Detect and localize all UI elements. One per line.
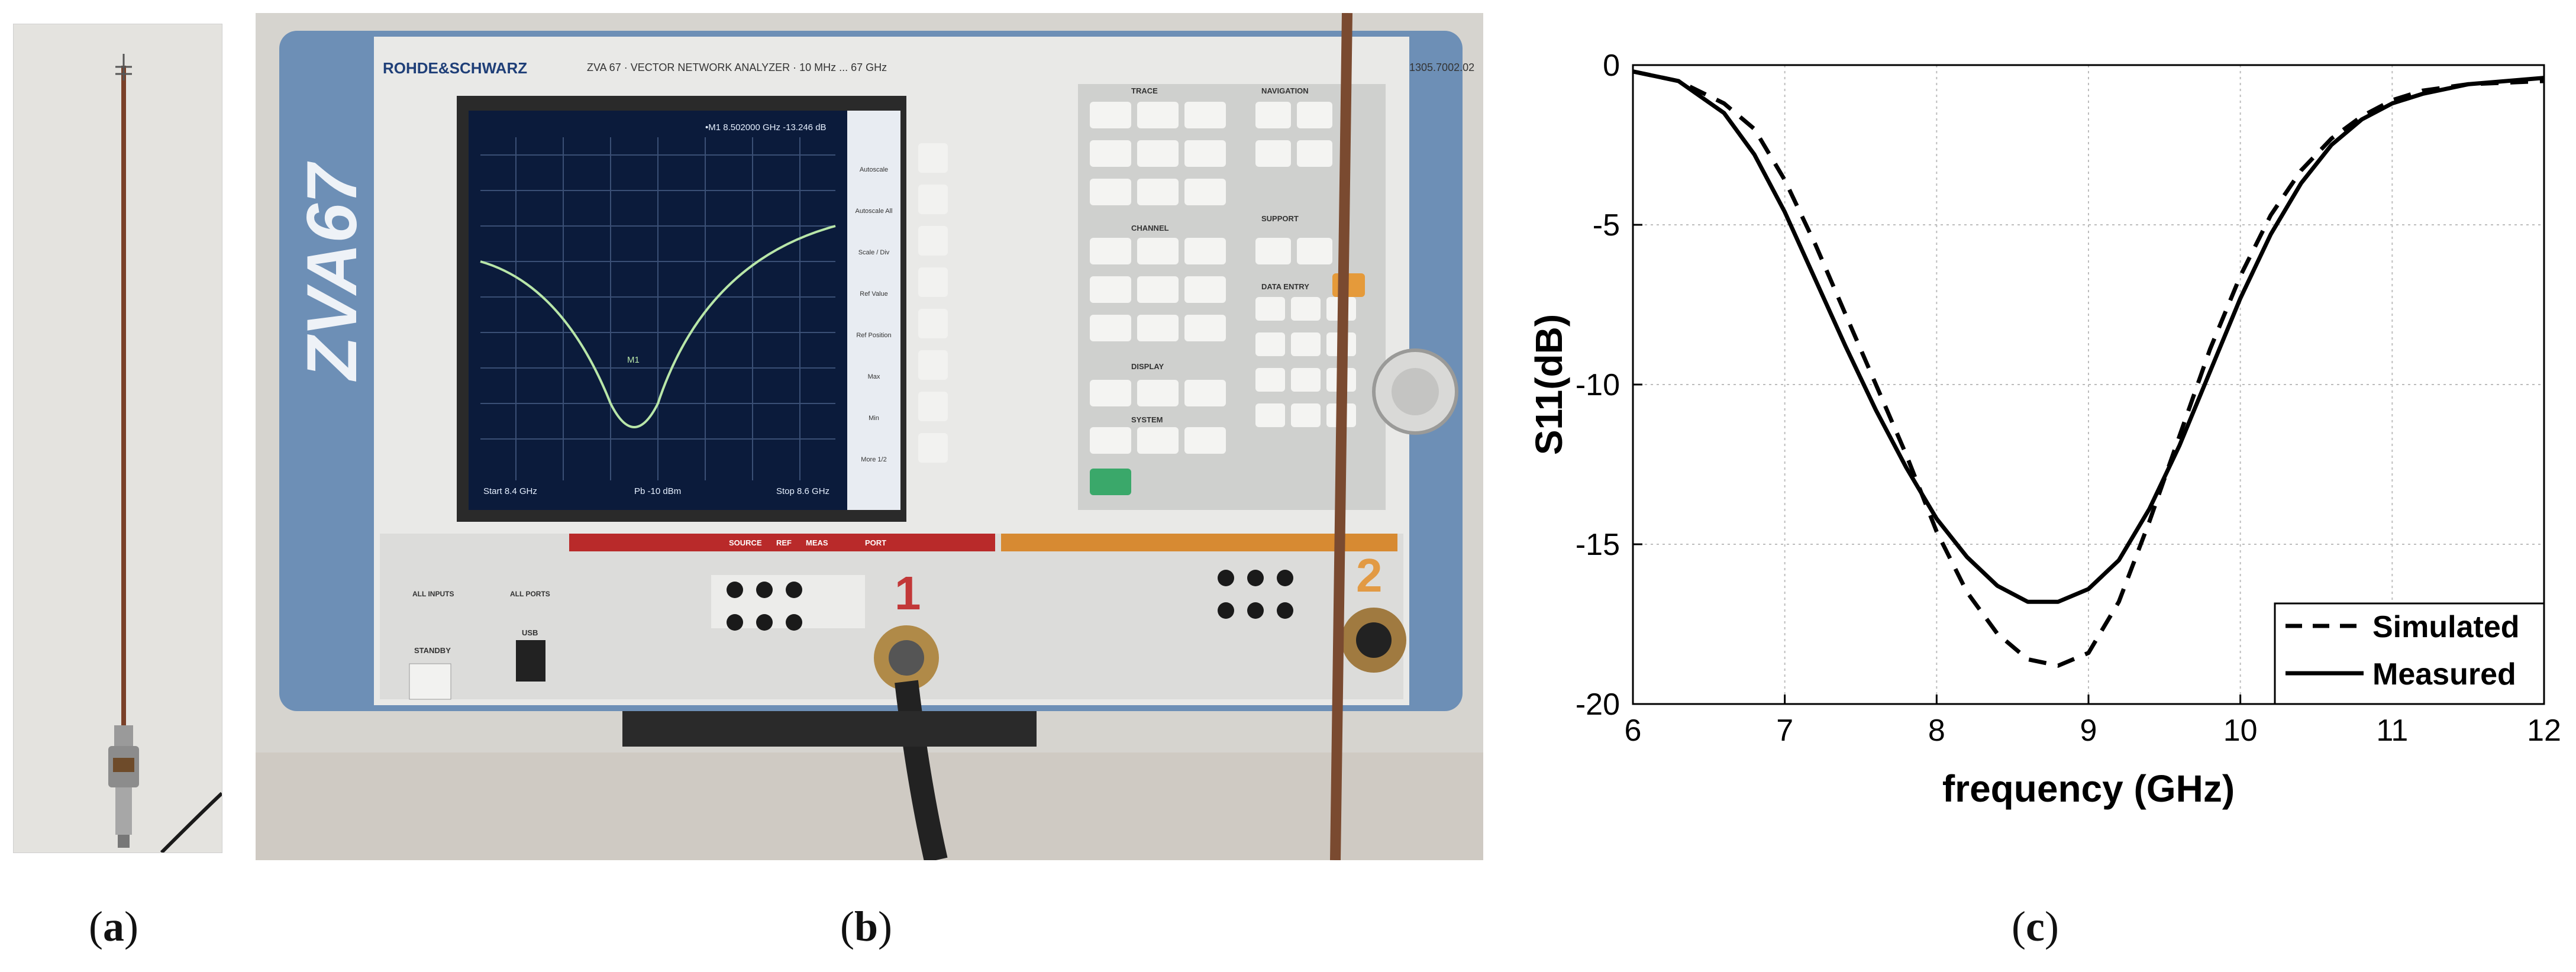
x-tick-label: 6	[1625, 713, 1642, 748]
x-axis-label: frequency (GHz)	[1942, 767, 2235, 810]
series-line-simulated	[1632, 69, 2545, 668]
label-ref: REF	[776, 538, 792, 547]
x-tick-label: 10	[2223, 713, 2258, 748]
softkey-ref-position: Ref Position	[856, 332, 892, 339]
marker-readout: •M1 8.502000 GHz -13.246 dB	[705, 122, 827, 133]
antenna-photo	[13, 24, 222, 853]
s11-chart-svg: 6 7 8 9 10 11 12 0 -5 -10 -15 -20 frequency (GHz) S11…	[1528, 49, 2561, 810]
all-inputs-label: ALL INPUTS	[412, 590, 454, 598]
s11-chart: 6 7 8 9 10 11 12 0 -5 -10 -15 -20 frequency (GHz) S11…	[1515, 24, 2568, 864]
section-system: SYSTEM	[1131, 415, 1163, 424]
model-big-label: ZVA67	[292, 164, 372, 380]
sweep-start: Start 8.4 GHz	[483, 486, 537, 496]
softkey-autoscale: Autoscale	[859, 166, 889, 173]
legend-box	[2274, 602, 2545, 705]
x-tick-label: 11	[2376, 713, 2408, 748]
section-channel: CHANNEL	[1131, 224, 1169, 232]
section-trace: TRACE	[1131, 86, 1158, 95]
standby-label: STANDBY	[414, 646, 451, 655]
port-1-label: 1	[895, 567, 921, 619]
x-tick-label: 8	[1928, 713, 1945, 748]
x-tick-label: 7	[1776, 713, 1793, 748]
y-tick-label: 0	[1603, 49, 1620, 83]
y-tick-label: -20	[1576, 687, 1620, 722]
y-tick-label: -10	[1576, 368, 1620, 402]
model-line: ZVA 67 · VECTOR NETWORK ANALYZER · 10 MH…	[587, 62, 887, 73]
x-tick-label: 9	[2080, 713, 2097, 748]
section-data-entry: DATA ENTRY	[1261, 282, 1309, 291]
y-axis-label: S11(dB)	[1528, 314, 1570, 455]
legend-label-measured: Measured	[2372, 657, 2516, 692]
port-2-label: 2	[1356, 549, 1383, 602]
sweep-power: Pb -10 dBm	[634, 486, 682, 496]
section-navigation: NAVIGATION	[1261, 86, 1309, 95]
marker-label: M1	[627, 355, 640, 365]
section-display: DISPLAY	[1131, 362, 1164, 371]
series-line-measured	[1632, 69, 2545, 604]
y-tick-label: -15	[1576, 528, 1620, 562]
section-support: SUPPORT	[1261, 214, 1299, 223]
x-tick-label: 12	[2527, 713, 2561, 748]
softkey-autoscale-all: Autoscale All	[855, 208, 893, 215]
all-ports-label: ALL PORTS	[510, 590, 550, 598]
brand-logo: ROHDE&SCHWARZ	[383, 59, 528, 77]
antenna-illustration	[14, 24, 222, 852]
legend-label-simulated: Simulated	[2372, 610, 2520, 644]
softkey-min: Min	[869, 415, 879, 422]
label-port: PORT	[865, 538, 887, 547]
label-meas: MEAS	[806, 538, 828, 547]
usb-label: USB	[522, 628, 538, 637]
sweep-stop: Stop 8.6 GHz	[776, 486, 830, 496]
softkey-more: More 1/2	[861, 456, 887, 463]
serial-number: 1305.7002.02	[1409, 62, 1475, 73]
y-tick-label: -5	[1593, 208, 1620, 243]
label-a: (a)	[89, 903, 138, 950]
softkey-ref-value: Ref Value	[860, 290, 888, 298]
softkey-scale-div: Scale / Div	[858, 249, 890, 256]
softkey-max: Max	[867, 373, 880, 380]
network-analyzer-photo: ROHDE&SCHWARZ ZVA 67 · VECTOR NETWORK AN…	[256, 13, 1483, 860]
softkey-labels: Autoscale Autoscale All Scale / Div Ref …	[849, 149, 899, 480]
label-b: (b)	[840, 903, 893, 950]
label-source: SOURCE	[729, 538, 762, 547]
label-c: (c)	[2012, 903, 2059, 950]
